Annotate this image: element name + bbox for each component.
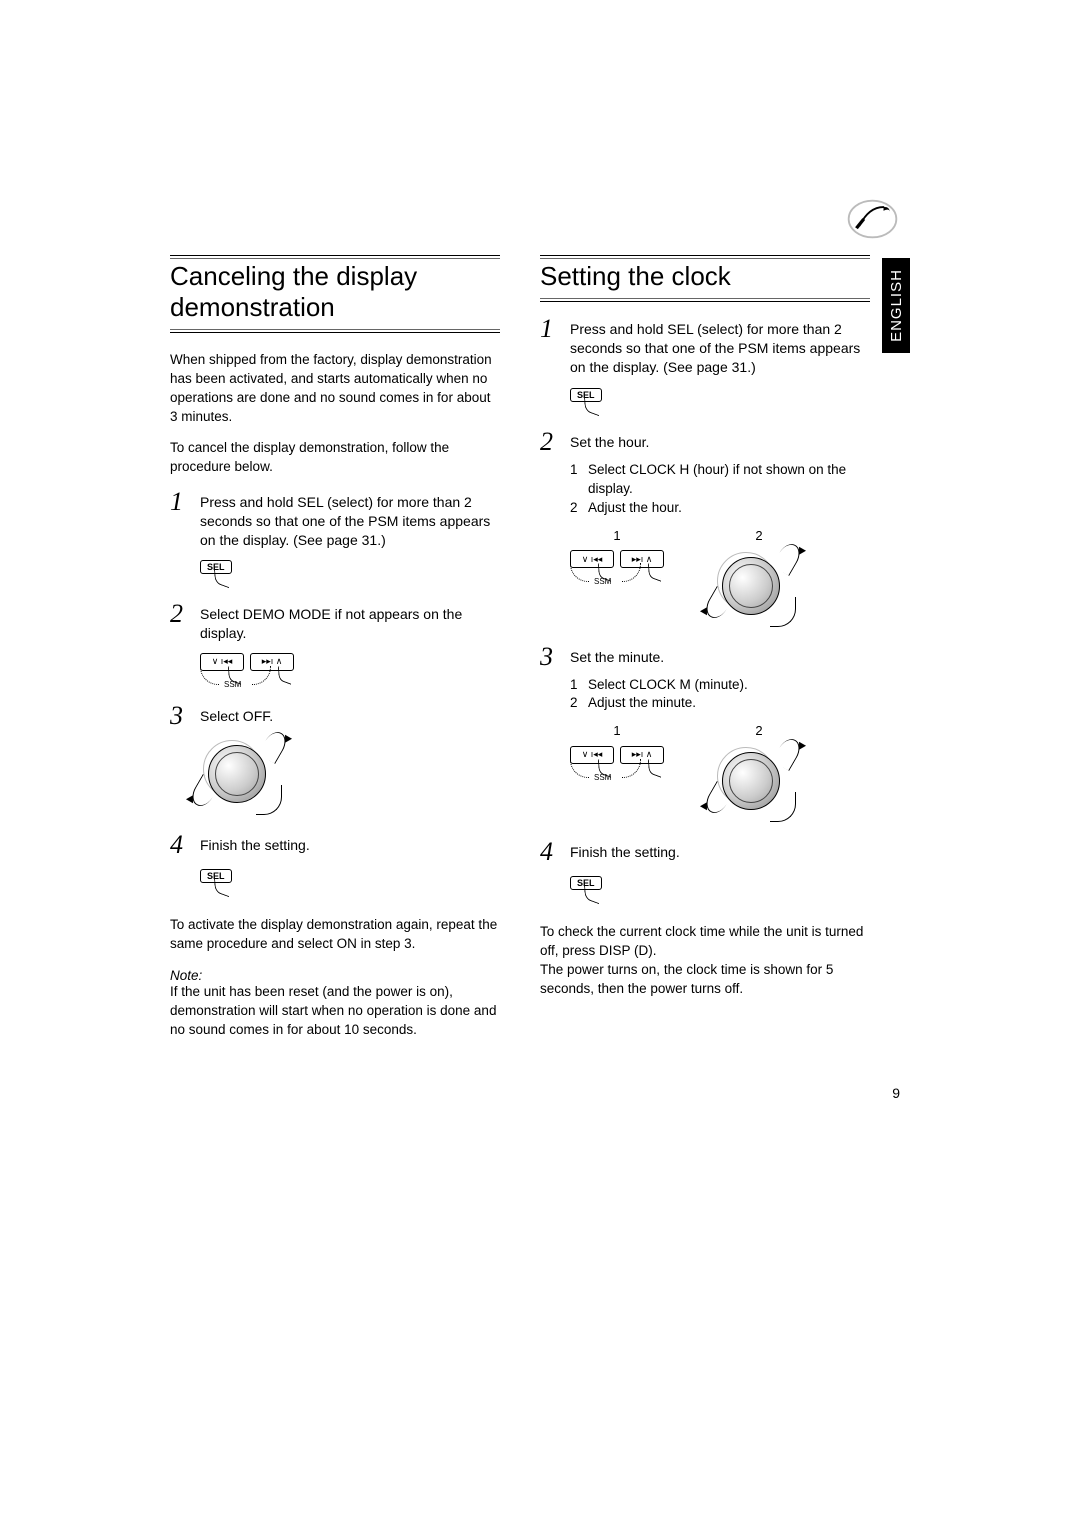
check-clock-2: The power turns on, the clock time is sh…	[540, 961, 870, 999]
fig-label: 1	[570, 723, 664, 738]
left-column: Canceling the display demonstration When…	[170, 255, 500, 1040]
right-column: Setting the clock 1 Press and hold SEL (…	[540, 255, 870, 999]
sel-figure: SEL	[570, 873, 870, 905]
substep-body: Adjust the hour.	[588, 499, 682, 518]
step-body: Press and hold SEL (select) for more tha…	[200, 489, 500, 550]
right-title: Setting the clock	[540, 261, 870, 292]
ssm-group: 1 ∨ ı◂◂ ▸▸ı ∧ SSM	[570, 528, 664, 569]
step-number: 2	[170, 601, 200, 627]
page-number: 9	[892, 1085, 900, 1101]
step-body: Finish the setting.	[570, 839, 680, 862]
fig-label: 2	[714, 528, 804, 543]
section-rule	[540, 298, 870, 302]
step-number: 3	[540, 644, 570, 670]
step-body: Set the hour.	[570, 429, 649, 452]
step-3: 3 Select OFF.	[170, 703, 500, 729]
step-body: Select DEMO MODE if not appears on the d…	[200, 601, 500, 643]
step-number: 1	[170, 489, 200, 515]
left-title: Canceling the display demonstration	[170, 261, 500, 323]
step-1: 1 Press and hold SEL (select) for more t…	[540, 316, 870, 377]
substep-number: 2	[570, 499, 588, 518]
step-2: 2 Select DEMO MODE if not appears on the…	[170, 601, 500, 643]
sel-button: SEL	[570, 876, 602, 890]
language-label: ENGLISH	[888, 269, 905, 342]
ssm-group: 1 ∨ ı◂◂ ▸▸ı ∧ SSM	[570, 723, 664, 764]
step-number: 4	[170, 832, 200, 858]
sel-button: SEL	[200, 560, 232, 574]
substep-body: Select CLOCK H (hour) if not shown on th…	[588, 461, 870, 499]
step-number: 4	[540, 839, 570, 865]
step-body: Set the minute.	[570, 644, 664, 667]
section-rule	[170, 329, 500, 333]
step-body: Select OFF.	[200, 703, 273, 726]
substep-body: Adjust the minute.	[588, 694, 696, 713]
sel-button: SEL	[200, 869, 232, 883]
sel-figure: SEL	[570, 385, 870, 417]
step-4: 4 Finish the setting.	[540, 839, 870, 865]
step-number: 3	[170, 703, 200, 729]
fig-label: 1	[570, 528, 664, 543]
step-body: Finish the setting.	[200, 832, 310, 855]
fig-label: 2	[714, 723, 804, 738]
step-number: 1	[540, 316, 570, 342]
dial-group: 2	[714, 528, 804, 632]
step-1: 1 Press and hold SEL (select) for more t…	[170, 489, 500, 550]
step-4: 4 Finish the setting.	[170, 832, 500, 858]
note-body: If the unit has been reset (and the powe…	[170, 983, 500, 1040]
substep-3-1: 1 Select CLOCK M (minute).	[570, 676, 870, 695]
step-2: 2 Set the hour.	[540, 429, 870, 455]
substep-number: 1	[570, 676, 588, 695]
step-body: Press and hold SEL (select) for more tha…	[570, 316, 870, 377]
sel-figure: SEL	[200, 866, 500, 898]
dial-group: 2	[714, 723, 804, 827]
reactivate-text: To activate the display demonstration ag…	[170, 916, 500, 954]
step-number: 2	[540, 429, 570, 455]
ssm-label: SSM	[594, 773, 611, 782]
section-rule	[540, 255, 870, 259]
check-clock-1: To check the current clock time while th…	[540, 923, 870, 961]
substep-number: 1	[570, 461, 588, 499]
sel-button: SEL	[570, 388, 602, 402]
ssm-figure: ∨ ı◂◂ ▸▸ı ∧ SSM	[200, 651, 500, 691]
substep-number: 2	[570, 694, 588, 713]
step-3: 3 Set the minute.	[540, 644, 870, 670]
figure-row: 1 ∨ ı◂◂ ▸▸ı ∧ SSM 2	[570, 723, 870, 827]
section-rule	[170, 255, 500, 259]
substep-2-1: 1 Select CLOCK H (hour) if not shown on …	[570, 461, 870, 499]
figure-row: 1 ∨ ı◂◂ ▸▸ı ∧ SSM 2	[570, 528, 870, 632]
sel-figure: SEL	[200, 557, 500, 589]
tool-icon	[845, 195, 900, 243]
substep-body: Select CLOCK M (minute).	[588, 676, 748, 695]
substep-2-2: 2 Adjust the hour.	[570, 499, 870, 518]
note-label: Note:	[170, 968, 500, 983]
dial-figure	[200, 737, 500, 820]
left-sub: To cancel the display demonstration, fol…	[170, 439, 500, 477]
left-intro: When shipped from the factory, display d…	[170, 351, 500, 427]
ssm-label: SSM	[594, 577, 611, 586]
language-tab: ENGLISH	[882, 258, 910, 353]
substep-3-2: 2 Adjust the minute.	[570, 694, 870, 713]
ssm-label: SSM	[224, 680, 241, 689]
